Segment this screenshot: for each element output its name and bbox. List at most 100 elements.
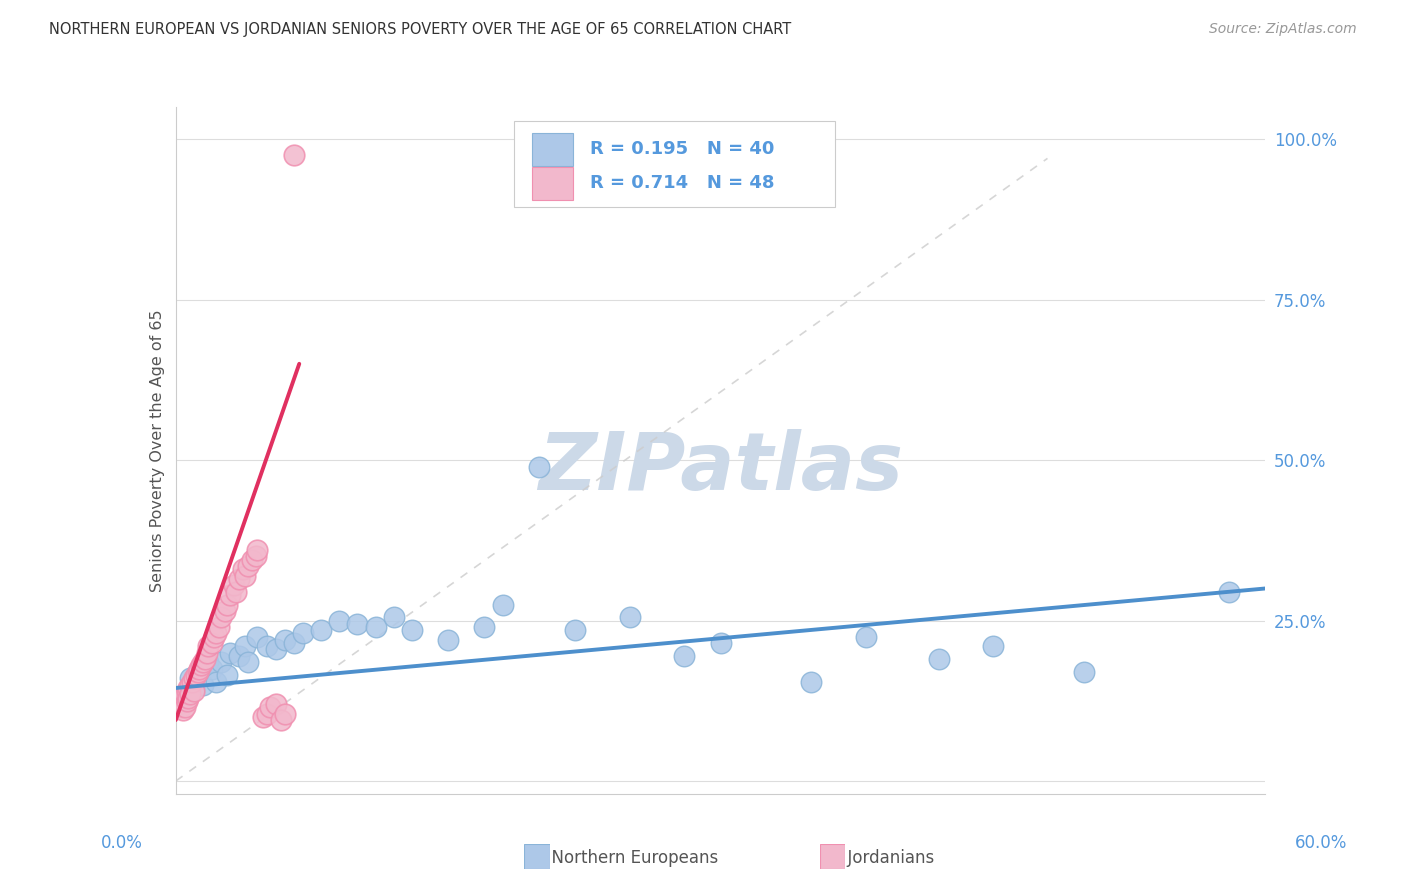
Point	[228, 648, 250, 663]
Point	[252, 710, 274, 724]
Point	[1218, 584, 1240, 599]
Point	[195, 646, 218, 660]
Text: Source: ZipAtlas.com: Source: ZipAtlas.com	[1209, 22, 1357, 37]
Point	[283, 636, 305, 650]
Point	[170, 694, 193, 708]
Point	[177, 690, 200, 705]
Point	[179, 687, 201, 701]
Point	[710, 636, 733, 650]
Point	[183, 684, 205, 698]
Point	[191, 655, 214, 669]
Point	[179, 678, 201, 692]
Point	[219, 646, 242, 660]
Point	[177, 681, 200, 695]
Point	[564, 623, 586, 637]
Point	[240, 552, 263, 566]
FancyBboxPatch shape	[513, 120, 835, 207]
Point	[619, 610, 641, 624]
Point	[981, 639, 1004, 653]
Point	[256, 706, 278, 721]
Point	[201, 662, 224, 676]
Point	[183, 681, 205, 695]
Text: 0.0%: 0.0%	[101, 834, 143, 852]
Point	[170, 700, 193, 714]
Point	[219, 588, 242, 602]
Point	[401, 623, 423, 637]
Text: ZIPatlas: ZIPatlas	[538, 429, 903, 507]
Point	[233, 568, 256, 582]
Point	[246, 543, 269, 558]
Point	[209, 655, 232, 669]
Point	[202, 630, 225, 644]
Point	[492, 598, 515, 612]
Point	[172, 703, 194, 717]
Point	[800, 674, 823, 689]
Point	[188, 662, 211, 676]
Text: R = 0.195   N = 40: R = 0.195 N = 40	[591, 140, 775, 159]
Point	[191, 678, 214, 692]
Point	[172, 690, 194, 705]
Point	[264, 697, 287, 711]
Bar	[531, 167, 574, 200]
Y-axis label: Seniors Poverty Over the Age of 65: Seniors Poverty Over the Age of 65	[149, 310, 165, 591]
Point	[179, 671, 201, 685]
Point	[173, 687, 195, 701]
Point	[256, 639, 278, 653]
Point	[245, 549, 267, 564]
Point	[222, 578, 245, 592]
Point	[183, 671, 205, 685]
Point	[225, 584, 247, 599]
Point	[186, 665, 209, 679]
Point	[190, 658, 212, 673]
Text: R = 0.714   N = 48: R = 0.714 N = 48	[591, 175, 775, 193]
Point	[215, 598, 238, 612]
Point	[291, 626, 314, 640]
Point	[274, 632, 297, 647]
Point	[270, 713, 292, 727]
Point	[173, 700, 195, 714]
Point	[855, 630, 877, 644]
Point	[928, 652, 950, 666]
Point	[228, 572, 250, 586]
Point	[214, 604, 236, 618]
Point	[197, 655, 219, 669]
Bar	[531, 133, 574, 166]
Point	[283, 148, 305, 162]
Point	[1073, 665, 1095, 679]
Point	[209, 610, 232, 624]
Point	[173, 687, 195, 701]
Point	[208, 620, 231, 634]
Text: NORTHERN EUROPEAN VS JORDANIAN SENIORS POVERTY OVER THE AGE OF 65 CORRELATION CH: NORTHERN EUROPEAN VS JORDANIAN SENIORS P…	[49, 22, 792, 37]
Text: Jordanians: Jordanians	[837, 849, 934, 867]
Point	[328, 614, 350, 628]
Point	[186, 665, 209, 679]
Point	[382, 610, 405, 624]
Point	[176, 694, 198, 708]
Point	[364, 620, 387, 634]
Text: Northern Europeans: Northern Europeans	[541, 849, 718, 867]
Point	[274, 706, 297, 721]
Point	[238, 655, 260, 669]
Point	[204, 674, 226, 689]
Point	[201, 636, 224, 650]
Point	[204, 626, 226, 640]
Text: 60.0%: 60.0%	[1295, 834, 1347, 852]
Point	[194, 652, 217, 666]
Point	[232, 562, 254, 576]
Point	[176, 684, 198, 698]
Point	[309, 623, 332, 637]
Point	[184, 668, 207, 682]
Point	[474, 620, 496, 634]
Point	[527, 459, 550, 474]
Point	[169, 697, 191, 711]
Point	[181, 674, 204, 689]
Point	[197, 639, 219, 653]
Point	[437, 632, 460, 647]
Point	[233, 639, 256, 653]
Point	[246, 630, 269, 644]
Point	[264, 642, 287, 657]
Point	[346, 616, 368, 631]
Point	[673, 648, 696, 663]
Point	[259, 700, 281, 714]
Point	[238, 559, 260, 574]
